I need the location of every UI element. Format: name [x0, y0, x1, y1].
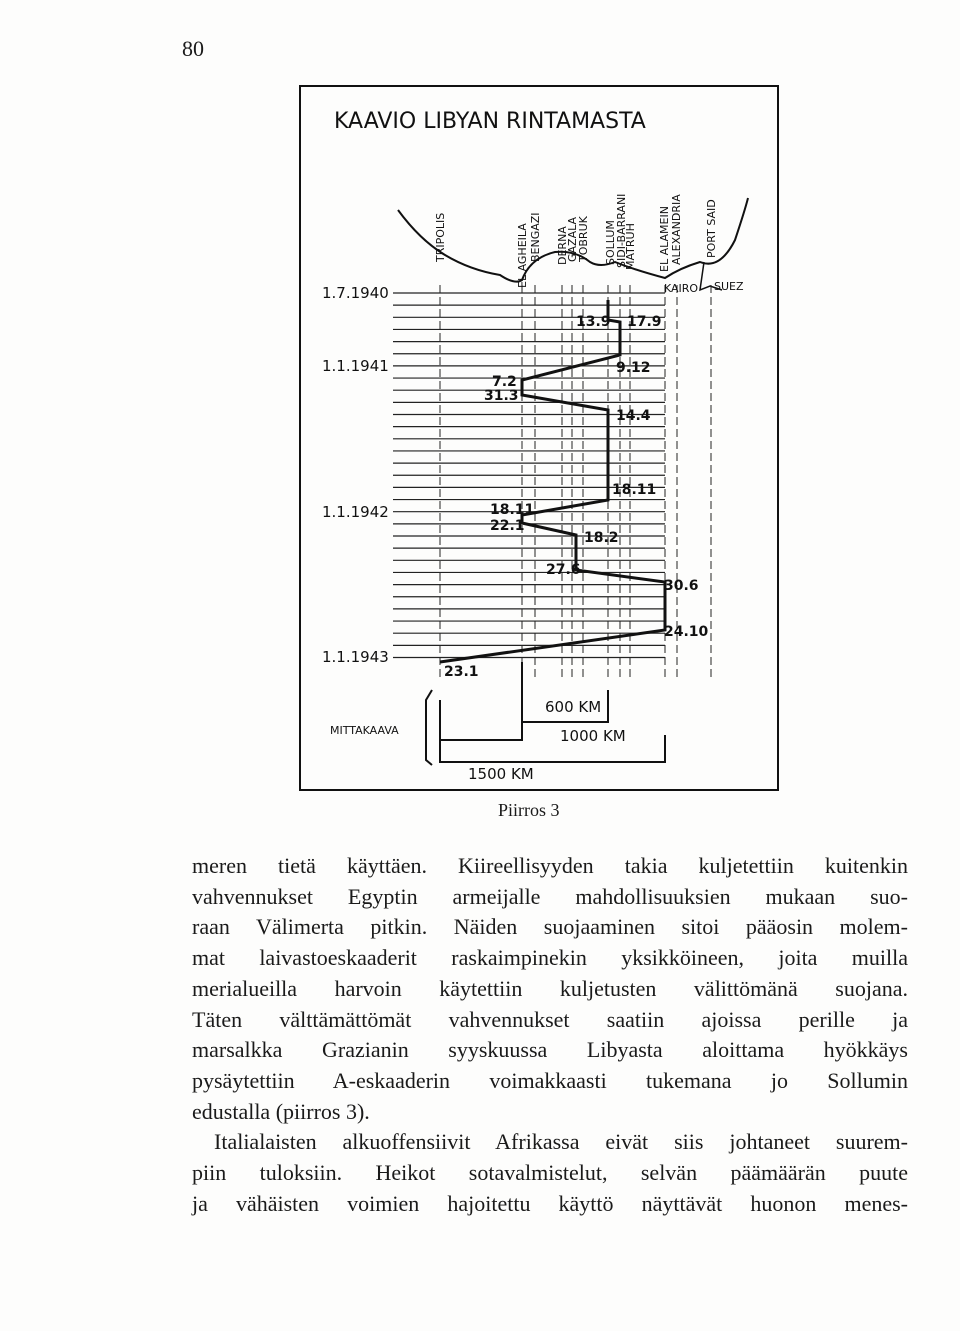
event-label: 13.9 [576, 314, 611, 330]
place-label: TOBRUK [577, 215, 590, 263]
place-label: BENGAZI [529, 212, 542, 262]
scale-distance: 1000 KM [560, 727, 626, 745]
place-label: SUEZ [714, 280, 744, 293]
event-label: 7.2 [492, 374, 517, 390]
text-line: pysäytettiin A-eskaaderin voimakkaasti t… [192, 1067, 908, 1093]
diagram: KAAVIO LIBYAN RINTAMASTA TRIPOLIS EL AGHE… [299, 85, 779, 791]
place-label: TRIPOLIS [434, 213, 447, 263]
page-number: 80 [182, 36, 204, 61]
event-label: 14.4 [616, 408, 651, 424]
event-label: 18.2 [584, 530, 619, 546]
event-label: 23.1 [444, 664, 479, 680]
place-label: DERNA [556, 226, 569, 265]
event-label: 27.6 [546, 562, 581, 578]
canal [699, 261, 723, 292]
place-label: EL AGHEILA [516, 223, 529, 288]
event-label: 18.11 [490, 502, 534, 518]
event-label: 17.9 [627, 314, 662, 330]
scale-distance: 600 KM [545, 698, 601, 716]
diagram-title: KAAVIO LIBYAN RINTAMASTA [334, 109, 646, 134]
text-line: piin tuloksiin. Heikot sotavalmistelut, … [192, 1160, 908, 1185]
scale-brace [425, 689, 433, 766]
date-label: 1.7.1940 [322, 284, 389, 302]
event-label: 22.1 [490, 518, 525, 534]
date-label: 1.1.1943 [322, 648, 389, 666]
event-label: 9.12 [616, 360, 651, 376]
place-label: ALEXANDRIA [670, 194, 683, 265]
event-label: 18.11 [612, 482, 656, 498]
date-label: 1.1.1942 [322, 503, 389, 521]
scale-label: MITTAKAAVA [330, 724, 399, 737]
text-line: mat laivastoeskaaderit raskaimpinekin yk… [192, 945, 908, 971]
frame [299, 85, 779, 791]
scale-brackets [439, 662, 666, 763]
text-line: ja vähäisten voimien hajoitettu käyttö n… [192, 1190, 908, 1216]
text-line: Täten välttämättömät vahvennukset saatii… [192, 1006, 908, 1032]
text-line: edustalla (piirros 3). [192, 1098, 370, 1124]
text-line: merialueilla harvoin käytettiin kuljetus… [192, 975, 908, 1001]
place-label: PORT SAID [705, 199, 718, 258]
scale-distance: 1500 KM [468, 765, 534, 783]
text-line: raan Välimerta pitkin. Näiden suojaamine… [192, 914, 908, 940]
place-label: MATRUH [624, 223, 637, 270]
event-label: 31.3 [484, 388, 519, 404]
text-line: marsalkka Grazianin syyskuussa Libyasta … [192, 1037, 908, 1063]
place-label: SIDI-BARRANI [615, 194, 628, 268]
figure-caption: Piirros 3 [498, 800, 560, 820]
front-line [439, 300, 667, 664]
event-label: 24.10 [664, 624, 709, 640]
date-label: 1.1.1941 [322, 357, 389, 375]
coastline [397, 197, 749, 283]
place-label: EL ALAMEIN [658, 206, 671, 272]
place-label: GAZALA [566, 217, 579, 262]
month-grid [393, 285, 712, 680]
text-line: vahvennukset Egyptin armeijalle mahdolli… [192, 883, 908, 909]
place-label: KAIRO [664, 282, 698, 295]
event-label: 30.6 [664, 578, 699, 594]
place-label: SOLLUM [604, 220, 617, 265]
text-line: meren tietä käyttäen. Kiireellisyyden ta… [192, 853, 908, 878]
text-line: Italialaisten alkuoffensiivit Afrikassa … [214, 1129, 908, 1155]
